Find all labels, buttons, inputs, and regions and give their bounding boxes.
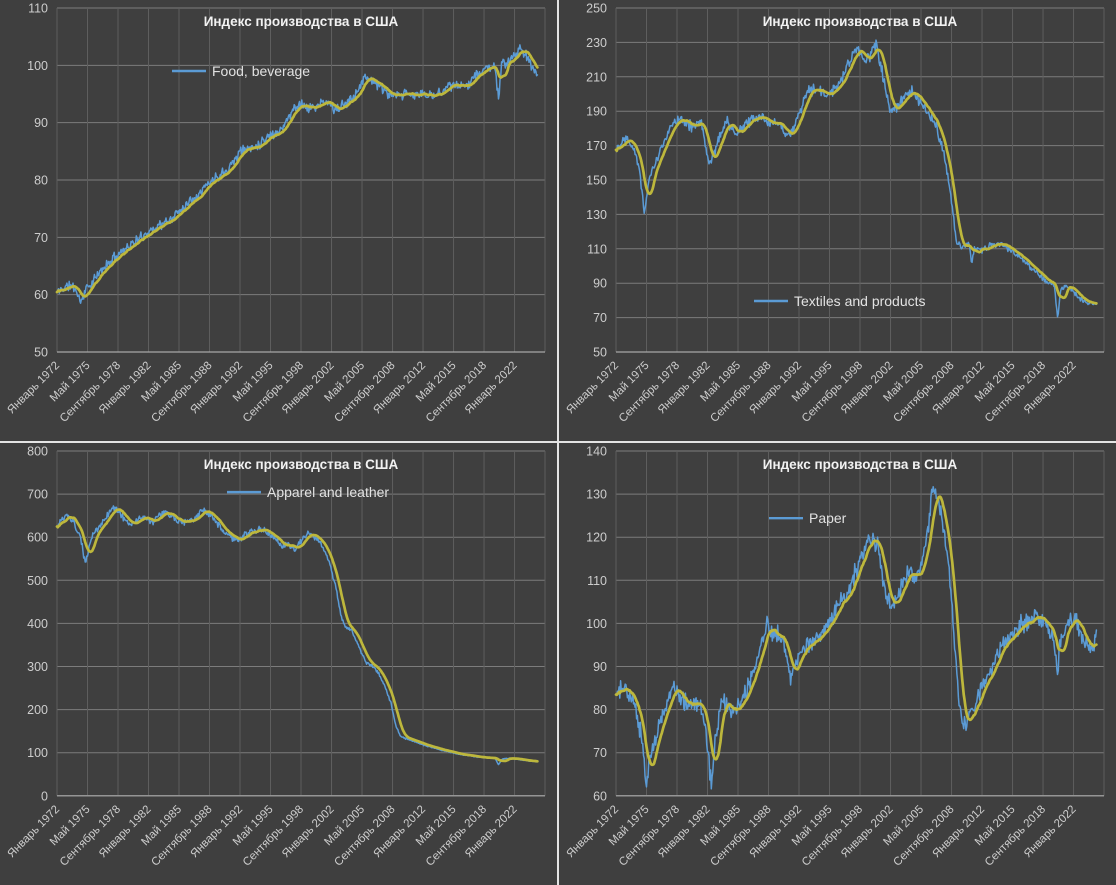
x-tick-label: Январь 1972 bbox=[564, 360, 621, 417]
x-tick-label: Январь 1972 bbox=[5, 803, 62, 860]
y-tick-label: 800 bbox=[27, 445, 48, 459]
y-tick-label: 130 bbox=[586, 488, 607, 502]
y-tick-label: 100 bbox=[586, 617, 607, 631]
chart-panel-apparel-leather: 0 100 200 300 400 500 600 700 800 Январь 1972 Май … bbox=[0, 443, 557, 885]
y-tick-label: 150 bbox=[586, 174, 607, 188]
smooth-series-line bbox=[55, 50, 539, 298]
y-tick-label: 120 bbox=[586, 531, 607, 545]
y-tick-label: 100 bbox=[27, 746, 48, 760]
chart-title: Индекс производства в США bbox=[763, 14, 958, 29]
y-tick-label: 130 bbox=[586, 208, 607, 222]
y-tick-label: 80 bbox=[34, 174, 48, 188]
legend-label: Paper bbox=[809, 510, 847, 526]
chart-title: Индекс производства в США bbox=[204, 14, 399, 29]
y-tick-label: 300 bbox=[27, 660, 48, 674]
smooth-series-line bbox=[614, 495, 1098, 767]
raw-series-line bbox=[615, 39, 1098, 318]
y-tick-label: 140 bbox=[586, 445, 607, 459]
x-tick-label: Январь 1972 bbox=[564, 803, 621, 860]
y-tick-label: 230 bbox=[586, 36, 607, 50]
y-tick-label: 70 bbox=[34, 231, 48, 245]
y-tick-label: 400 bbox=[27, 617, 48, 631]
y-tick-label: 90 bbox=[34, 116, 48, 130]
y-tick-label: 100 bbox=[27, 59, 48, 73]
y-tick-label: 250 bbox=[586, 2, 607, 16]
y-tick-label: 210 bbox=[586, 70, 607, 84]
y-tick-label: 190 bbox=[586, 105, 607, 119]
chart-panel-textiles: 50 70 90 110 130 150 170 190 210 230 250 Январь 197… bbox=[559, 0, 1116, 441]
chart-panel-paper: 60 70 80 90 100 110 120 130 140 Январь 1972 Май 19… bbox=[559, 443, 1116, 885]
x-tick-label: Январь 1972 bbox=[5, 360, 62, 417]
y-tick-label: 60 bbox=[34, 288, 48, 302]
y-tick-label: 50 bbox=[593, 346, 607, 360]
y-tick-label: 80 bbox=[593, 703, 607, 717]
y-tick-label: 700 bbox=[27, 488, 48, 502]
y-tick-label: 60 bbox=[593, 789, 607, 803]
y-tick-label: 110 bbox=[587, 574, 607, 588]
y-tick-label: 90 bbox=[593, 660, 607, 674]
legend-label: Apparel and leather bbox=[267, 484, 389, 500]
legend-label: Textiles and products bbox=[794, 293, 926, 309]
chart-title: Индекс производства в США bbox=[763, 457, 958, 472]
raw-series-line bbox=[615, 485, 1098, 790]
y-tick-label: 500 bbox=[27, 574, 48, 588]
y-tick-label: 170 bbox=[586, 139, 607, 153]
y-tick-label: 70 bbox=[593, 311, 607, 325]
chart-title: Индекс производства в США bbox=[204, 457, 399, 472]
y-tick-label: 70 bbox=[593, 746, 607, 760]
y-tick-label: 0 bbox=[41, 789, 48, 803]
smooth-series-line bbox=[614, 48, 1098, 305]
smooth-series-line bbox=[55, 508, 539, 763]
y-tick-label: 110 bbox=[587, 242, 607, 256]
y-tick-label: 110 bbox=[28, 2, 48, 16]
legend-label: Food, beverage bbox=[212, 63, 310, 79]
y-tick-label: 50 bbox=[34, 346, 48, 360]
raw-series-line bbox=[56, 505, 539, 766]
chart-textiles: 50 70 90 110 130 150 170 190 210 230 250 Январь 197… bbox=[564, 2, 1105, 425]
y-tick-label: 600 bbox=[27, 531, 48, 545]
y-tick-label: 90 bbox=[593, 277, 607, 291]
y-tick-label: 200 bbox=[27, 703, 48, 717]
chart-panel-food-beverage: 50 60 70 80 90 100 110 Январь 1972 Май 1975 Сентя… bbox=[0, 0, 557, 441]
raw-series-line bbox=[56, 44, 539, 304]
